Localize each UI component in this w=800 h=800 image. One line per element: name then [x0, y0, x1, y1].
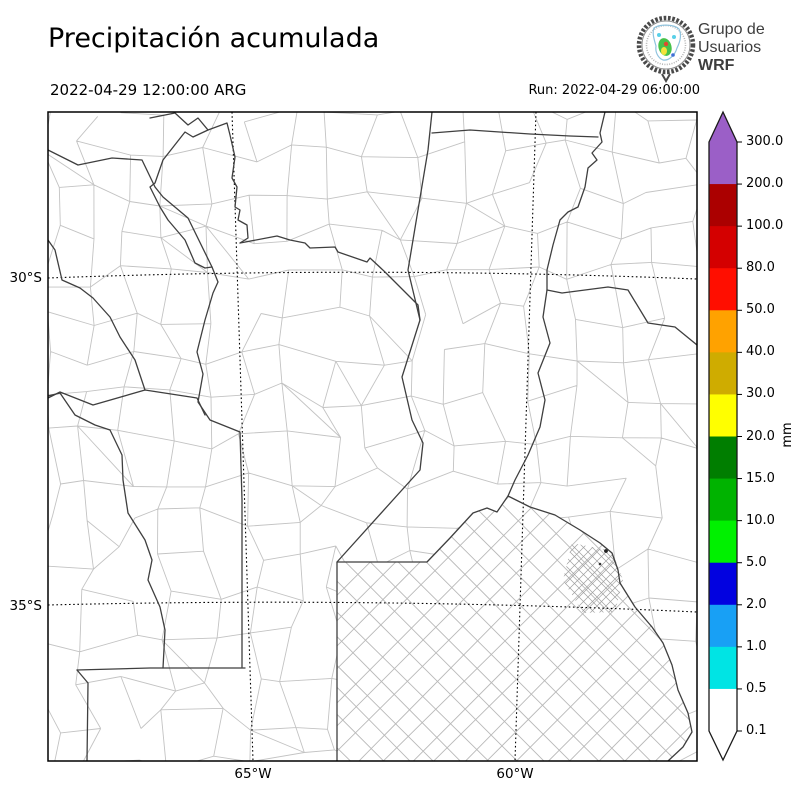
- province-border-path: [239, 235, 421, 321]
- amba-mesh-path: [563, 543, 623, 613]
- province-boundaries: [48, 112, 697, 761]
- colorbar-segment: [709, 646, 737, 690]
- province-border-path: [336, 112, 433, 563]
- colorbar-segment: [709, 226, 737, 269]
- city-mark-small: [598, 562, 602, 566]
- colorbar-segment: [709, 184, 737, 227]
- logo-seal-icon: [636, 15, 696, 84]
- latlon-gridlines: [48, 112, 697, 761]
- colorbar-segment: [709, 310, 737, 353]
- lat-axis-label: 30°S: [9, 270, 43, 286]
- colorbar-segment: [709, 478, 737, 522]
- colorbar-segment: [709, 688, 737, 732]
- province-border-path: [48, 389, 206, 416]
- colorbar-segment: [709, 142, 737, 185]
- logo-text-line3: WRF: [698, 57, 735, 74]
- colorbar-tick-label: 40.0: [746, 344, 775, 360]
- province-border-path: [546, 286, 697, 346]
- colorbar-tick-label: 15.0: [746, 470, 775, 486]
- lat-axis-label: 35°S: [9, 598, 43, 614]
- colorbar-tick-label: 0.1: [746, 723, 767, 738]
- province-border-path: [48, 392, 166, 669]
- province-border-path: [48, 239, 146, 391]
- buenos-aires-city-mark: [604, 549, 608, 553]
- map-frame: [47, 111, 698, 762]
- wrf-group-logo: Grupo de Usuarios WRF: [636, 15, 765, 84]
- valid-time-label: 2022-04-29 12:00:00 ARG: [50, 81, 247, 99]
- map-background: [48, 112, 697, 761]
- gridline-30s: [48, 271, 697, 280]
- amba-dense-mesh: [563, 543, 623, 613]
- gridline-65w: [231, 112, 254, 761]
- colorbar-tick-label: 10.0: [746, 512, 775, 528]
- colorbar-tick-label: 100.0: [746, 218, 784, 234]
- ba-mesh-path: [337, 496, 692, 761]
- province-border-path: [149, 129, 213, 269]
- page-title: Precipitación acumulada: [48, 23, 380, 54]
- province-border-path: [149, 112, 249, 244]
- province-border-path: [76, 669, 89, 761]
- gridline-60w: [514, 112, 537, 761]
- colorbar-under-arrow: [709, 731, 737, 760]
- colorbar-segment: [709, 604, 737, 648]
- colorbar-segment: [709, 436, 737, 480]
- colorbar-tick-label: 30.0: [746, 386, 775, 402]
- province-border-path: [507, 112, 693, 761]
- colorbar-segment: [709, 562, 737, 606]
- logo-text-line1: Grupo de: [698, 21, 765, 38]
- colorbar-tick-label: 20.0: [746, 428, 775, 444]
- lon-axis-label: 60°W: [496, 766, 534, 782]
- colorbar-segment: [709, 352, 737, 395]
- lon-axis-label: 65°W: [234, 766, 272, 782]
- province-border-path: [336, 495, 509, 761]
- colorbar-tick-label: 80.0: [746, 260, 775, 276]
- colorbar-segment: [709, 394, 737, 437]
- colorbar-tick-label: 5.0: [746, 554, 767, 570]
- gridline-35s: [48, 601, 697, 613]
- colorbar-tick-label: 2.0: [746, 596, 767, 612]
- colorbar-tick-label: 50.0: [746, 302, 775, 318]
- buenos-aires-partidos-mesh: [337, 496, 692, 761]
- colorbar-over-arrow: [709, 112, 737, 142]
- colorbar-segment: [709, 520, 737, 564]
- colorbar-segment: [709, 268, 737, 311]
- province-border-path: [76, 667, 246, 671]
- logo-text-line2: Usuarios: [698, 39, 761, 56]
- colorbar-tick-label: 1.0: [746, 638, 767, 654]
- colorbar-tick-label: 0.5: [746, 680, 767, 696]
- colorbar-tick-label: 200.0: [746, 176, 784, 192]
- province-border-path: [48, 149, 243, 668]
- province-border-path: [431, 129, 599, 138]
- run-time-label: Run: 2022-04-29 06:00:00: [528, 83, 700, 98]
- colorbar-tick-label: 300.0: [746, 134, 784, 149]
- colorbar: [708, 110, 742, 762]
